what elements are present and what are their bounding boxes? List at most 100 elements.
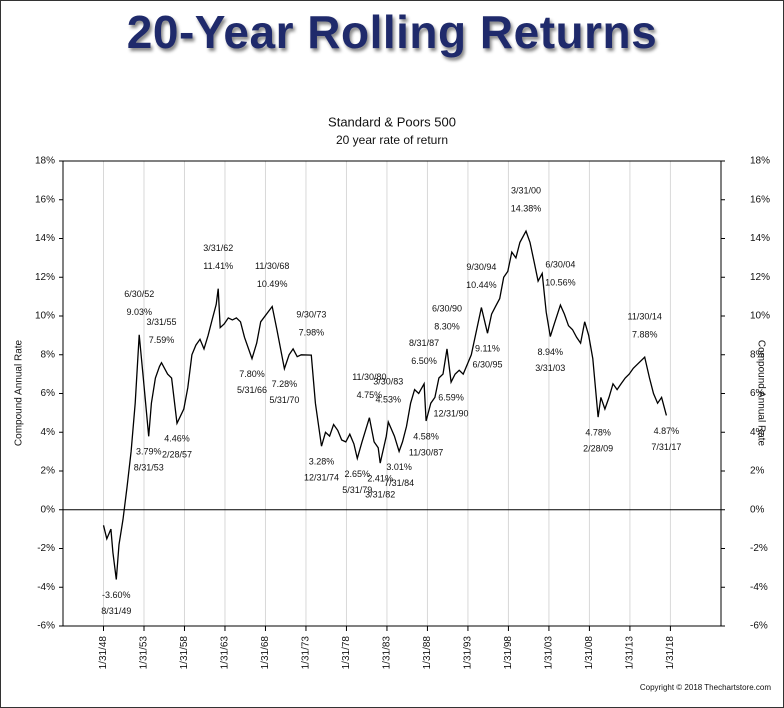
annotation-value: 7.88% <box>632 329 658 339</box>
x-tick-label: 1/31/93 <box>463 636 474 670</box>
chart-subtitle: 20 year rate of return <box>336 133 448 147</box>
y-tick-label: -2% <box>37 543 55 554</box>
annotation-date: 11/30/87 <box>409 447 443 457</box>
annotation-date: 8/31/49 <box>101 606 131 616</box>
annotation-date: 3/31/03 <box>535 363 565 373</box>
line <box>102 229 668 580</box>
annotation-value: 4.46% <box>164 434 190 444</box>
y2-tick-label: 16% <box>750 194 770 205</box>
y2-tick-label: 14% <box>750 233 770 244</box>
annotation-date: 9/30/94 <box>466 262 496 272</box>
y2-tick-label: 10% <box>750 311 770 322</box>
annotation-value: 3.79% <box>136 447 162 457</box>
annotation-date: 7/31/84 <box>384 478 414 488</box>
annotation-date: 11/30/68 <box>255 261 289 271</box>
y2-tick-label: -2% <box>750 543 768 554</box>
annotation-value: 4.75% <box>357 390 383 400</box>
annotation-value: 3.01% <box>386 462 412 472</box>
y2-tick-label: 0% <box>750 504 765 515</box>
annotation-date: 3/31/00 <box>511 186 541 196</box>
x-tick-label: 1/31/53 <box>139 636 150 670</box>
annotation-date: 2/28/57 <box>162 450 192 460</box>
annotation-date: 3/31/62 <box>203 243 233 253</box>
x-tick-label: 1/31/88 <box>422 636 433 670</box>
chart-title: Standard & Poors 500 <box>328 114 456 129</box>
annotation-date: 8/31/87 <box>409 338 439 348</box>
y-tick-label: 6% <box>41 388 56 399</box>
headline: 20-Year Rolling Returns <box>126 6 658 58</box>
annotation-date: 3/30/83 <box>373 376 403 386</box>
annotation-date: 9/30/73 <box>296 310 326 320</box>
x-tick-label: 1/31/08 <box>584 636 595 670</box>
annotation-value: 9.03% <box>126 307 152 317</box>
y-tick-label: 18% <box>35 156 55 167</box>
y-tick-label: 0% <box>41 504 56 515</box>
x-tick-label: 1/31/63 <box>220 636 231 670</box>
annotation-date: 5/31/70 <box>269 395 299 405</box>
y2-tick-label: 12% <box>750 272 770 283</box>
annotation-date: 7/31/17 <box>651 442 681 452</box>
annotation-value: 14.38% <box>511 204 542 214</box>
annotation-value: 2.65% <box>344 469 370 479</box>
x-tick-label: 1/31/58 <box>179 636 190 670</box>
annotation-date: 2/28/09 <box>583 444 613 454</box>
annotation-date: 6/30/04 <box>545 260 575 270</box>
x-tick-label: 1/31/18 <box>665 636 676 670</box>
y-tick-label: -6% <box>37 621 55 632</box>
annotation-date: 11/30/80 <box>352 372 386 382</box>
annotation-value: 7.80% <box>239 369 265 379</box>
annotation-value: 7.98% <box>299 328 325 338</box>
y-tick-label: 4% <box>41 427 56 438</box>
annotation-value: 7.59% <box>149 335 175 345</box>
x-tick-label: 1/31/83 <box>382 636 393 670</box>
annotation-value: 6.59% <box>438 392 464 402</box>
x-tick-label: 1/31/73 <box>301 636 312 670</box>
annotation-date: 6/30/52 <box>124 289 154 299</box>
annotation-date: 3/31/55 <box>147 317 177 327</box>
annotation-date: 3/31/82 <box>365 489 395 499</box>
annotation-value: 9.11% <box>475 344 500 354</box>
annotation-value: 4.53% <box>376 394 402 404</box>
annotation-value: 10.44% <box>466 280 497 290</box>
annotation-value: 3.28% <box>309 457 335 467</box>
y2-axis-label: Compound Annual Rate <box>755 340 766 447</box>
y2-tick-label: 4% <box>750 427 765 438</box>
x-tick-label: 1/31/48 <box>98 636 109 670</box>
annotation-value: 6.50% <box>411 356 437 366</box>
y-axis-label: Compound Annual Rate <box>14 339 25 446</box>
annotation-value: 4.87% <box>654 426 680 436</box>
annotation-value: 8.94% <box>538 347 564 357</box>
y2-tick-label: 6% <box>750 388 765 399</box>
y-tick-label: -4% <box>37 582 55 593</box>
annotation-value: -3.60% <box>102 590 131 600</box>
y-tick-label: 14% <box>35 233 55 244</box>
annotation-value: 4.78% <box>585 428 611 438</box>
annotation-value: 8.30% <box>434 321 460 331</box>
annotation-date: 8/31/53 <box>134 463 164 473</box>
annotation-date: 5/31/79 <box>342 485 372 495</box>
y2-tick-label: 8% <box>750 349 765 360</box>
x-tick-label: 1/31/98 <box>503 636 514 670</box>
annotation-date: 12/31/90 <box>434 408 469 418</box>
y-tick-label: 12% <box>35 272 55 283</box>
annotation-value: 2.41% <box>367 473 393 483</box>
y2-tick-label: -4% <box>750 582 768 593</box>
annotation-value: 11.41% <box>203 261 233 271</box>
annotation-date: 12/31/74 <box>304 473 339 483</box>
annotation-value: 4.58% <box>413 431 439 441</box>
y-tick-label: 8% <box>41 349 56 360</box>
y2-tick-label: -6% <box>750 621 768 632</box>
y-tick-label: 10% <box>35 311 55 322</box>
x-tick-label: 1/31/78 <box>341 636 352 670</box>
x-tick-label: 1/31/03 <box>544 636 555 670</box>
y-tick-label: 2% <box>41 466 56 477</box>
y2-tick-label: 18% <box>750 156 770 167</box>
x-tick-label: 1/31/13 <box>625 636 636 670</box>
annotation-value: 7.28% <box>272 379 298 389</box>
annotation-date: 6/30/90 <box>432 303 462 313</box>
y2-tick-label: 2% <box>750 466 765 477</box>
annotation-value: 10.56% <box>545 278 576 288</box>
annotation-date: 11/30/14 <box>628 311 662 321</box>
